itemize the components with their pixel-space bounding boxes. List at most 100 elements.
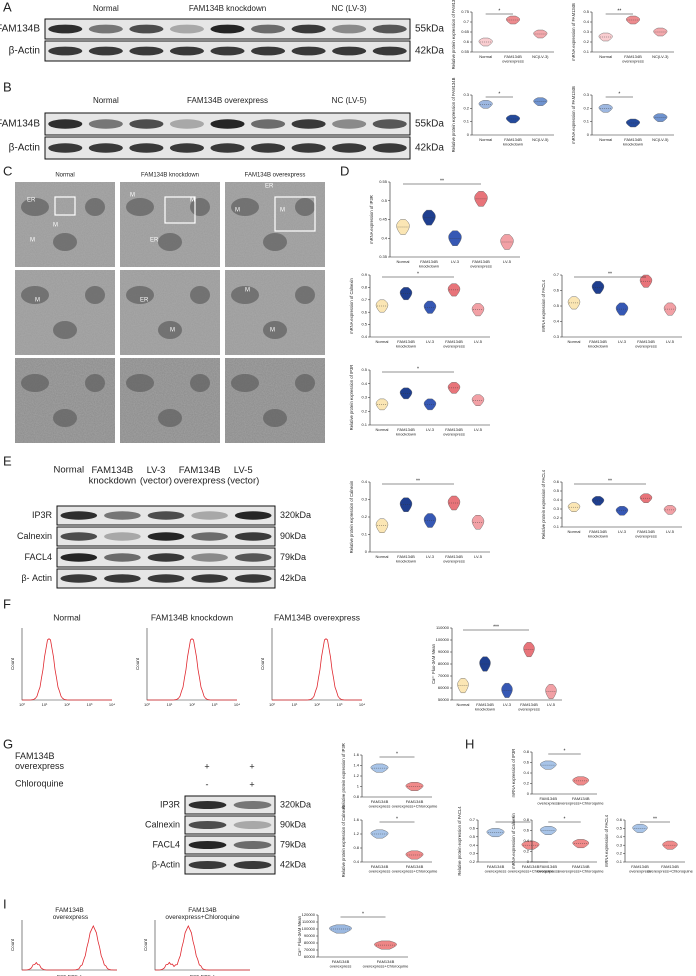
blot-band [233,801,272,809]
violin [329,924,352,934]
em-header: FAM134B knockdown [141,173,199,179]
y-tick-label: 0.8 [523,749,529,754]
y-tick-label: 1.2 [353,773,359,778]
x-tick-label: FAM134B knockdown [475,702,495,711]
flow-xtick: 10³ [87,702,93,707]
x-tick-label: FAM134B overexpress+Chloroquine [558,864,604,873]
em-label: M [130,193,135,199]
y-tick-label: 0.5 [616,825,622,830]
blot-band [60,574,98,583]
x-tick-label: FAM134B overexpress+Chloroquine [363,959,409,968]
em-label: M [280,208,285,214]
em-organelle [231,374,259,392]
y-tick-label: 0.3 [553,506,559,511]
y-tick-label: 0.4 [353,859,359,864]
x-tick-label: FAM134B overexpress [518,702,540,711]
em-organelle [190,286,210,304]
blot-band [234,553,272,562]
em-organelle [263,409,287,427]
y-tick-label: 0.6 [523,760,529,765]
sig-label: * [564,748,566,754]
y-tick-label: 0.2 [463,105,469,110]
em-inset-box [54,196,76,216]
em-label: M [35,298,40,304]
violin [626,118,640,128]
flow-title: FAM134B overexpress [51,907,89,921]
violin [598,32,613,42]
y-tick-label: 100000 [436,637,450,642]
y-tick-label: 60000 [438,685,450,690]
x-tick-label: FAM134B knockdown [419,259,439,268]
violin [405,850,424,860]
blot-band [291,119,326,129]
flow-ylabel: Count [10,657,15,670]
y-tick-label: 0.6 [361,309,367,314]
blot-band [129,119,164,129]
panel-label: I [3,896,7,911]
x-tick-label: Normal [568,339,581,344]
blot-band [60,511,98,520]
violin [375,518,389,533]
y-tick-label: 0.8 [353,794,359,799]
violin [423,300,437,314]
em-label: M [30,238,35,244]
em-inset-box [164,196,196,224]
em-header: FAM134B overexpress [245,173,306,179]
flow-ylabel: Count [135,657,140,670]
blot-strip [184,855,276,875]
treatment-label: FAM134B overexpress [15,751,65,771]
y-tick-label: 0.3 [553,334,559,339]
chart-axes [561,482,682,528]
violin [471,515,485,530]
flow-axes [21,628,112,701]
flow-histogram [155,925,250,971]
em-organelle [126,374,154,392]
x-tick-label: Normal [376,339,389,344]
sig-label: * [362,911,364,917]
y-tick-label: 0.3 [583,29,589,34]
x-tick-label: FAM134B overexpress [635,339,657,348]
violin [663,302,677,316]
panel-label: A [3,0,12,14]
x-tick-label: Normal [376,554,389,559]
y-tick-label: 0.3 [583,92,589,97]
x-tick-label: Normal [457,702,470,707]
em-organelle [295,286,315,304]
blot-band [234,511,272,520]
y-tick-label: 0.4 [583,19,589,24]
y-tick-label: 0.7 [463,19,469,24]
blot-band [191,553,228,562]
blot-band [291,46,326,56]
em-organelle [85,198,105,216]
em-label: ER [150,238,159,244]
y-axis-label: Relative protein expression of Calnexin [349,480,354,553]
y-tick-label: 0.3 [361,497,367,502]
y-tick-label: 0.6 [463,39,469,44]
blot-header: LV-3 (vector) [140,465,172,486]
em-organelle [53,233,77,251]
em-organelle [126,286,154,304]
y-tick-label: 110000 [436,625,450,630]
y-tick-label: 0.2 [523,849,529,854]
violin [399,287,413,300]
y-tick-label: 0 [527,791,530,796]
flow-xtick: 10³ [337,702,343,707]
blot-header: NC (LV-5) [332,96,367,105]
y-tick-label: 0.1 [553,524,559,529]
blot-band [332,119,367,129]
flow-xtick: 10⁴ [109,702,115,707]
blot-band [60,553,98,562]
y-tick-label: 0.8 [361,284,367,289]
violin [447,495,461,511]
em-organelle [295,198,315,216]
em-organelle [190,374,210,392]
em-organelle [126,198,154,216]
x-tick-label: Normal [479,54,492,59]
blot-band [48,46,83,56]
x-tick-label: FAM134B overexpress [635,529,657,538]
blot-header: LV-5 (vector) [227,465,259,486]
blot-band [210,46,245,56]
flow-xtick: 10¹ [42,702,48,707]
violin [374,940,397,950]
y-tick-label: 0.4 [523,838,529,843]
